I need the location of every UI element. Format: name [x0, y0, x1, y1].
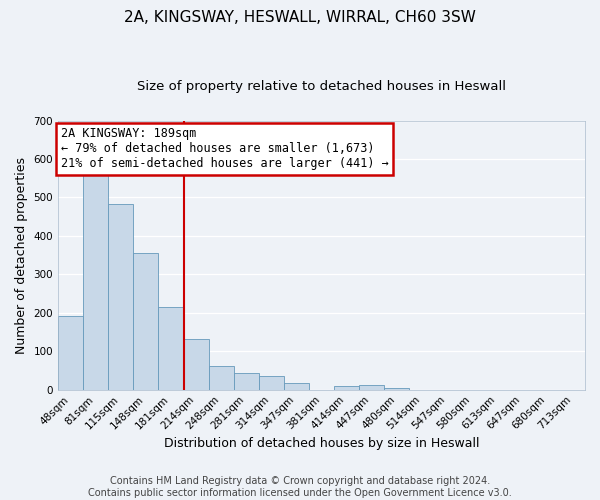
Bar — [233, 373, 259, 390]
Bar — [133, 253, 158, 390]
Title: Size of property relative to detached houses in Heswall: Size of property relative to detached ho… — [137, 80, 506, 93]
Bar — [384, 388, 409, 390]
Bar — [334, 386, 359, 390]
Text: Contains HM Land Registry data © Crown copyright and database right 2024.
Contai: Contains HM Land Registry data © Crown c… — [88, 476, 512, 498]
Bar — [158, 307, 184, 390]
Bar — [184, 338, 209, 390]
Bar — [209, 366, 233, 390]
Y-axis label: Number of detached properties: Number of detached properties — [15, 156, 28, 354]
X-axis label: Distribution of detached houses by size in Heswall: Distribution of detached houses by size … — [164, 437, 479, 450]
Bar — [83, 168, 108, 390]
Text: 2A KINGSWAY: 189sqm
← 79% of detached houses are smaller (1,673)
21% of semi-det: 2A KINGSWAY: 189sqm ← 79% of detached ho… — [61, 128, 388, 170]
Bar — [359, 386, 384, 390]
Text: 2A, KINGSWAY, HESWALL, WIRRAL, CH60 3SW: 2A, KINGSWAY, HESWALL, WIRRAL, CH60 3SW — [124, 10, 476, 25]
Bar — [58, 316, 83, 390]
Bar — [259, 376, 284, 390]
Bar — [284, 383, 309, 390]
Bar — [108, 204, 133, 390]
